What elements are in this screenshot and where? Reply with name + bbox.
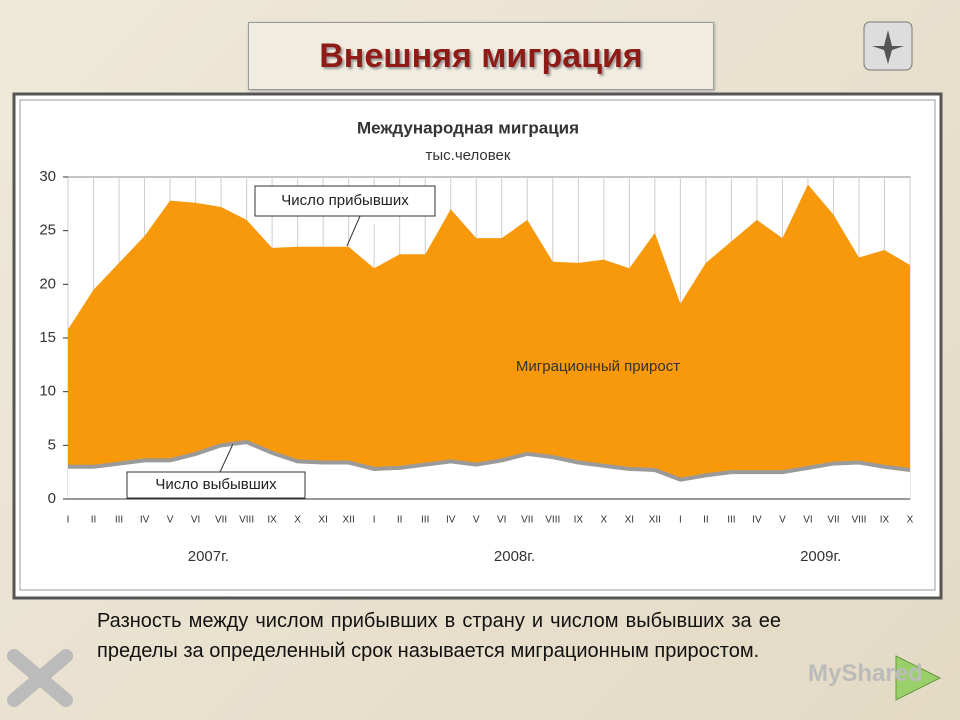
x-tick-label: VI [191, 515, 200, 526]
slide-title: Внешняя миграция [319, 37, 643, 75]
x-tick-label: VIII [239, 515, 254, 526]
x-tick-label: XI [625, 515, 634, 526]
title-box: Внешняя миграция [248, 22, 714, 90]
y-tick-label: 25 [39, 222, 56, 239]
x-tick-label: II [397, 515, 403, 526]
year-label: 2007г. [188, 548, 229, 565]
x-tick-label: VIII [545, 515, 560, 526]
x-tick-label: VII [827, 515, 839, 526]
x-tick-label: X [907, 515, 914, 526]
x-tick-label: IX [267, 515, 277, 526]
x-tick-label: VII [215, 515, 227, 526]
chart-subtitle: тыс.человек [426, 147, 511, 164]
x-tick-label: IV [752, 515, 762, 526]
departures-callout-box [126, 471, 306, 499]
x-tick-label: IX [880, 515, 890, 526]
y-tick-label: 0 [48, 490, 56, 507]
chart-title: Международная миграция [357, 118, 579, 137]
x-tick-label: V [779, 515, 786, 526]
x-tick-label: III [727, 515, 735, 526]
year-label: 2009г. [800, 548, 841, 565]
x-tick-label: I [373, 515, 376, 526]
y-tick-label: 5 [48, 436, 56, 453]
x-tick-label: VI [803, 515, 812, 526]
nav-star [872, 30, 904, 64]
x-tick-label: I [679, 515, 682, 526]
x-tick-label: IV [446, 515, 456, 526]
x-tick-label: XII [343, 515, 355, 526]
chart-inner-frame [19, 99, 936, 591]
x-tick-label: X [600, 515, 607, 526]
y-tick-label: 20 [39, 275, 56, 292]
x-tick-label: II [91, 515, 97, 526]
annotation: Миграционный прирост [516, 358, 680, 375]
x-tick-label: III [421, 515, 429, 526]
body-text: Разность между числом прибывших в страну… [97, 610, 781, 662]
x-tick-label: XI [318, 515, 327, 526]
arrivals-callout: Число прибывших [281, 192, 409, 209]
x-tick-label: XII [649, 515, 661, 526]
departures-callout: Число выбывших [155, 476, 277, 493]
x-tick-label: III [115, 515, 123, 526]
x-tick-label: X [294, 515, 301, 526]
x-tick-label: IV [140, 515, 150, 526]
next-icon[interactable] [895, 655, 942, 701]
line [68, 440, 911, 482]
y-tick-label: 10 [39, 383, 56, 400]
x-tick-label: VIII [851, 515, 866, 526]
y-tick-label: 30 [39, 168, 56, 185]
watermark: MyShared [808, 660, 923, 687]
area [68, 184, 910, 499]
y-tick-label: 15 [39, 329, 56, 346]
x-tick-label: I [67, 515, 70, 526]
x-tick-label: V [167, 515, 174, 526]
x-tick-label: II [703, 515, 709, 526]
x-tick-label: V [473, 515, 480, 526]
year-label: 2008г. [494, 548, 535, 565]
x-tick-label: VI [497, 515, 506, 526]
x-tick-label: VII [521, 515, 533, 526]
close-icon[interactable] [7, 649, 73, 707]
arrivals-callout-box [254, 185, 436, 217]
x-tick-label: IX [574, 515, 584, 526]
